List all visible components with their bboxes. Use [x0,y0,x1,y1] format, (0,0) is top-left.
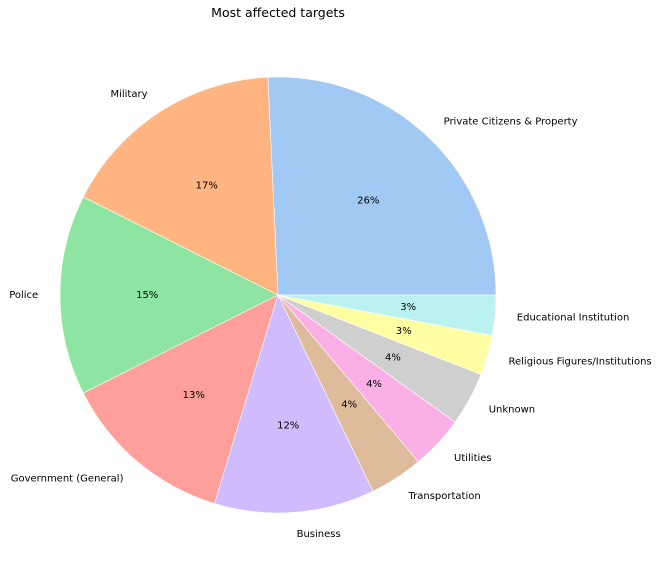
category-label-religious-figures-institutions: Religious Figures/Institutions [509,356,652,367]
pie-slices [59,76,497,514]
pie-slice-government-general [82,294,279,504]
category-label-unknown: Unknown [489,405,535,416]
pie-slice-private-citizens-property [267,76,497,296]
percent-label-religious-figures-institutions: 3% [396,326,412,337]
percent-label-police: 15% [136,290,158,301]
category-label-business: Business [297,529,341,540]
percent-label-private-citizens-property: 26% [357,195,379,206]
category-label-transportation: Transportation [408,491,481,502]
category-label-police: Police [9,290,38,301]
pie-slice-police [59,196,279,394]
pie-slice-business [214,294,374,514]
category-label-utilities: Utilities [454,453,492,464]
percent-label-unknown: 4% [385,352,401,363]
pie-slice-military [82,76,279,296]
pie-slice-educational-institution [277,294,497,336]
percent-label-transportation: 4% [341,400,357,411]
percent-label-utilities: 4% [366,379,382,390]
percent-label-government-general: 13% [183,390,205,401]
chart-title: Most affected targets [211,5,345,20]
percent-label-educational-institution: 3% [400,302,416,313]
category-label-military: Military [110,89,147,100]
percent-label-military: 17% [196,180,218,191]
category-label-educational-institution: Educational Institution [517,312,629,323]
category-label-private-citizens-property: Private Citizens & Property [444,117,578,128]
percent-label-business: 12% [277,420,299,431]
category-label-government-general: Government (General) [11,473,124,484]
pie-labels: Private Citizens & Property 26% Military 17… [9,89,651,540]
